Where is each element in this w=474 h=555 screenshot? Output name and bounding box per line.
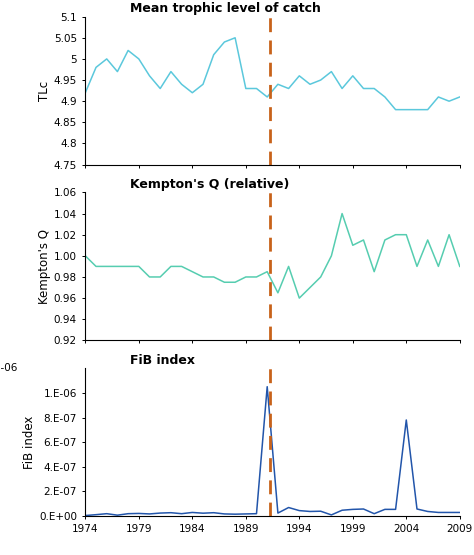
Text: Kempton's Q (relative): Kempton's Q (relative) — [130, 178, 290, 191]
Y-axis label: FiB index: FiB index — [23, 416, 36, 469]
Text: FiB index: FiB index — [130, 354, 195, 367]
Y-axis label: Kempton's Q: Kempton's Q — [38, 229, 51, 304]
Text: 1.E-06: 1.E-06 — [0, 363, 18, 373]
Text: Mean trophic level of catch: Mean trophic level of catch — [130, 2, 321, 16]
Y-axis label: TLc: TLc — [38, 80, 51, 100]
